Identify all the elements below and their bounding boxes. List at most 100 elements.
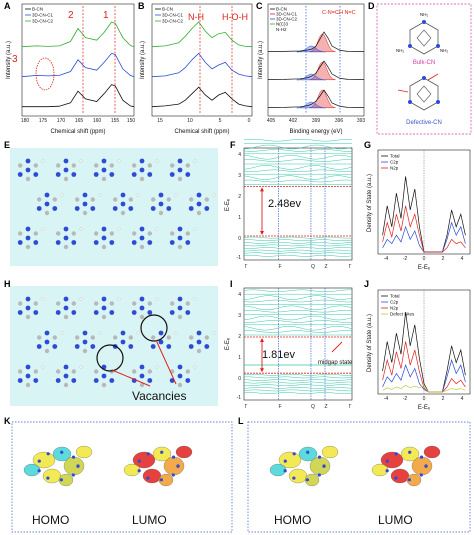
nitrogen-atom — [101, 167, 107, 173]
panel-j-xlabel: E-Eₑ — [418, 405, 431, 411]
nitrogen-atom — [109, 310, 115, 315]
nitrogen-atom — [150, 206, 156, 211]
nitrogen-atom — [394, 476, 398, 480]
carbon-atom — [132, 163, 137, 168]
panel-f-xtick: Γ — [245, 264, 248, 270]
nitrogen-atom — [17, 240, 23, 245]
nitrogen-atom — [317, 455, 322, 459]
panel-a-annotation-2: 2 — [68, 10, 74, 21]
carbon-atom — [94, 163, 99, 168]
nitrogen-atom — [101, 235, 107, 241]
panel-j-frame — [377, 289, 471, 395]
nitrogen-atom — [169, 172, 175, 177]
nitrogen-atom — [306, 450, 310, 454]
carbon-atom — [151, 335, 156, 340]
nitrogen-atom — [44, 192, 50, 198]
n-atom — [408, 100, 412, 104]
panel-letter-g: G — [364, 140, 371, 150]
carbon-atom — [109, 231, 115, 236]
hydrogen-atom — [79, 365, 83, 369]
nitrogen-atom — [177, 167, 183, 173]
panel-i-xtick: F — [278, 404, 281, 410]
legend-label: N-H2 — [276, 27, 287, 32]
orbital-lobe — [23, 463, 41, 477]
nitrogen-atom — [52, 206, 58, 211]
nitrogen-atom — [17, 310, 23, 315]
panel-k-homo-label: HOMO — [32, 513, 69, 527]
panel-c-plot — [267, 31, 365, 109]
conduction-band — [243, 175, 353, 180]
carbon-atom — [132, 301, 137, 306]
valence-band — [243, 384, 353, 387]
valence-band — [243, 239, 353, 242]
nitrogen-atom — [177, 226, 183, 232]
nitrogen-atom — [63, 235, 69, 241]
orbital-lobe — [309, 456, 331, 476]
panel-i-ytick: 0 — [238, 376, 241, 382]
panel-c-xticks: 405 402 399 396 393 — [267, 118, 366, 124]
orbital-lobe — [371, 463, 389, 477]
nitrogen-atom — [37, 459, 41, 463]
valence-band — [243, 244, 353, 247]
carbon-atom — [177, 244, 183, 250]
panel-i-ylabel: E-Eₑ — [225, 337, 231, 350]
hydrogen-atom — [174, 193, 178, 197]
nitrogen-atom — [128, 344, 134, 349]
carbon-atom — [147, 301, 152, 306]
nitrogen-atom — [90, 206, 96, 211]
carbon-atom — [185, 163, 190, 168]
panel-g-xtick: 2 — [442, 256, 445, 262]
nitrogen-atom — [71, 172, 77, 177]
nitrogen-atom — [109, 240, 115, 245]
orbital-lobe — [406, 473, 422, 487]
nitrogen-atom — [120, 330, 126, 336]
conduction-band — [243, 309, 353, 313]
nitrogen-atom — [71, 455, 76, 459]
nitrogen-atom — [171, 473, 175, 477]
valence-band — [243, 392, 353, 394]
nitrogen-atom — [74, 206, 80, 211]
panel-c-frame — [267, 3, 365, 117]
spectrum-line-3d-cn-c1 — [151, 52, 253, 78]
orbital-lobe — [163, 456, 185, 476]
nitrogen-atom — [158, 201, 164, 207]
carbon-atom — [18, 163, 23, 168]
panel-a-annotation-1: 1 — [103, 10, 109, 21]
panel-h-lattice — [17, 296, 216, 388]
legend-label: Total — [390, 294, 400, 299]
orbital-lobe — [75, 445, 93, 459]
carbon-atom — [151, 197, 156, 202]
nitrogen-atom — [25, 373, 31, 379]
panel-i-ytick: 2 — [238, 334, 241, 340]
panel-a-frame — [21, 3, 135, 117]
panel-b-frame — [151, 3, 253, 117]
nitrogen-atom — [76, 464, 80, 468]
nitrogen-atom — [322, 464, 326, 468]
nitrogen-atom — [82, 201, 88, 207]
conduction-band — [243, 305, 353, 311]
nitrogen-atom — [185, 240, 191, 245]
panel-letter-b: B — [138, 1, 145, 11]
panel-b-plot — [151, 21, 253, 108]
nitrogen-atom — [159, 478, 163, 482]
carbon-atom — [128, 335, 133, 340]
hydrogen-atom — [155, 297, 159, 301]
legend-label: Defect Sites — [390, 312, 415, 317]
legend-label: 3D-CN-C2 — [32, 19, 53, 24]
bulk-ring — [409, 21, 439, 55]
panel-j-xtick: -2 — [403, 396, 408, 402]
nitrogen-atom — [204, 344, 210, 349]
amine-label: NH₂ — [420, 12, 428, 17]
nitrogen-atom — [52, 344, 58, 349]
carbon-atom — [139, 382, 145, 388]
legend-label: C2p — [390, 160, 399, 165]
conduction-band — [243, 330, 353, 333]
hydrogen-atom — [41, 159, 45, 163]
nitrogen-atom — [101, 305, 107, 311]
defect-ring — [409, 77, 439, 111]
conduction-band — [243, 169, 353, 173]
nitrogen-atom — [147, 240, 153, 245]
legend-label: B-CN — [162, 7, 173, 12]
orbital-lobe — [380, 451, 404, 469]
conduction-band — [243, 138, 353, 142]
